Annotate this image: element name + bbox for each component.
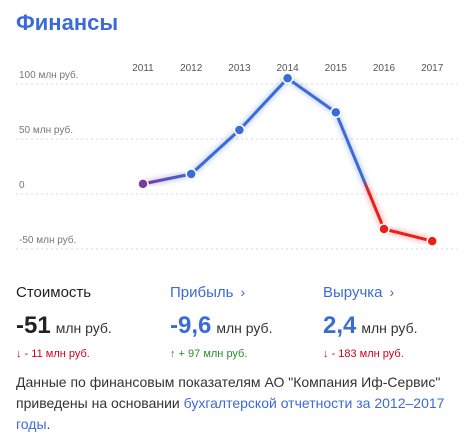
metric-profit-link[interactable]: Прибыль › [170, 284, 272, 301]
data-point[interactable] [137, 178, 149, 190]
metric-revenue-label[interactable]: Выручка [323, 284, 383, 301]
series-points [137, 72, 438, 247]
chart-grid [16, 83, 457, 250]
series-line [139, 74, 436, 245]
metric-cost-label: Стоимость [16, 284, 92, 301]
data-point[interactable] [233, 124, 246, 136]
x-tick-label: 2015 [325, 63, 348, 74]
x-tick-label: 2016 [373, 63, 396, 74]
finance-note: Данные по финансовым показателям АО "Ком… [16, 372, 456, 435]
metric-cost-unit: млн руб. [55, 320, 112, 336]
note-end: . [46, 416, 51, 432]
y-tick-label: 100 млн руб. [19, 69, 79, 81]
chevron-right-icon[interactable]: › [389, 284, 395, 300]
metric-revenue-value: 2,4 [323, 312, 357, 339]
metric-revenue-unit: млн руб. [361, 320, 418, 336]
metric-cost-delta: ↓ - 11 млн руб. [16, 348, 90, 360]
line-segment [237, 76, 290, 132]
x-tick-label: 2012 [180, 63, 203, 74]
metric-cost: Стоимость -51 млн руб. ↓ - 11 млн руб. [16, 284, 112, 360]
y-tick-label: 50 млн руб. [19, 124, 73, 136]
metric-profit: Прибыль › -9,6 млн руб. ↑ + 97 млн руб. [170, 284, 272, 360]
line-segment [382, 227, 434, 243]
line-segment [189, 128, 241, 176]
x-tick-label: 2014 [276, 63, 299, 74]
y-tick-label: -50 млн руб. [19, 234, 76, 246]
data-point[interactable] [378, 223, 390, 235]
metric-cost-value: -51 [16, 312, 51, 339]
line-segment [141, 172, 193, 186]
finance-title: Финансы [16, 10, 119, 35]
metric-profit-label[interactable]: Прибыль [170, 284, 234, 301]
metric-revenue-link[interactable]: Выручка › [323, 284, 417, 301]
data-point[interactable] [426, 235, 438, 247]
x-tick-label: 2011 [132, 63, 154, 74]
data-point[interactable] [185, 168, 197, 180]
metric-revenue-delta: ↓ - 183 млн руб. [323, 348, 404, 360]
metric-profit-delta: ↑ + 97 млн руб. [170, 348, 248, 360]
line-segment [334, 110, 386, 231]
report-link[interactable]: бухгалтерской отчетности за 2012–2017 го… [16, 395, 445, 432]
y-tick-label: 0 [19, 180, 25, 191]
metric-profit-unit: млн руб. [216, 320, 273, 336]
x-tick-label: 2013 [228, 63, 251, 74]
metric-profit-value: -9,6 [170, 312, 212, 339]
data-point[interactable] [330, 106, 342, 119]
x-tick-label: 2017 [421, 63, 444, 74]
x-axis-labels: 2011 2012 2013 2014 2015 2016 2017 [132, 63, 444, 74]
line-segment [286, 76, 338, 114]
y-axis-labels: 100 млн руб. 50 млн руб. 0 -50 млн руб. [19, 69, 79, 246]
finance-line-chart: 2011 2012 2013 2014 2015 2016 2017 100 млн руб… [16, 63, 457, 250]
note-text: Данные по финансовым показателям АО "Ком… [16, 374, 441, 411]
data-point[interactable] [281, 72, 294, 85]
metric-revenue: Выручка › 2,4 млн руб. ↓ - 183 млн руб. [323, 284, 417, 360]
chevron-right-icon[interactable]: › [240, 284, 246, 300]
